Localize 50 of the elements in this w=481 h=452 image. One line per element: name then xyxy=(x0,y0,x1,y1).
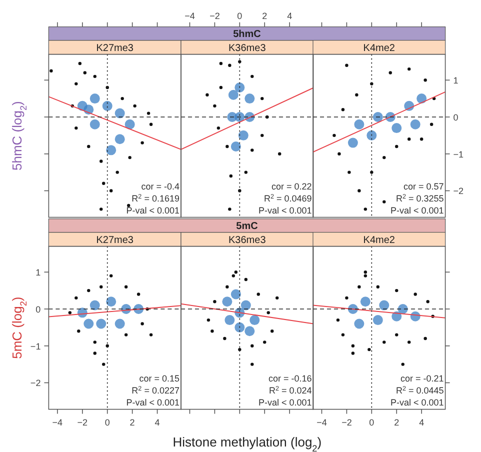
y-tick-label: 1 xyxy=(453,76,458,86)
y-tick-label: −2 xyxy=(453,186,464,196)
annotation: R$^{2}$ = 0.1619 xyxy=(132,192,180,204)
annotation: P-val < 0.001 xyxy=(390,205,444,216)
y-tick-label: 1 xyxy=(36,268,41,278)
x-axis-title: Histone methylation (log$_{2}$) xyxy=(172,434,322,452)
annotation: cor = 0.57 xyxy=(404,181,444,192)
annotation: P-val < 0.001 xyxy=(258,205,312,216)
x-tick-label: 0 xyxy=(237,10,242,21)
annotation: cor = 0.15 xyxy=(139,373,180,384)
y-tick-label: −1 xyxy=(453,149,464,160)
x-tick-label: −4 xyxy=(316,417,327,428)
x-tick-label: 0 xyxy=(104,417,110,428)
x-tick-label: 2 xyxy=(130,417,135,428)
annotation: P-val < 0.001 xyxy=(258,397,312,408)
x-tick-label: −2 xyxy=(342,417,352,428)
y-tick-label: −1 xyxy=(30,341,41,352)
annotation: P-val < 0.001 xyxy=(126,397,180,408)
chart-subtitle: 5hmC xyxy=(233,28,261,40)
annotation: cor = -0.4 xyxy=(141,181,180,192)
y-tick-label: 0 xyxy=(453,112,458,122)
x-tick-label: −2 xyxy=(210,10,220,21)
chart-subtitle: 5mC xyxy=(236,220,258,232)
x-tick-label: 2 xyxy=(262,10,268,21)
annotation: cor = -0.16 xyxy=(268,373,312,384)
y-tick-label: 0 xyxy=(36,304,41,314)
x-tick-label: 4 xyxy=(154,417,160,428)
chart-title: K36me3 xyxy=(228,234,266,246)
x-tick-label: 2 xyxy=(394,417,400,428)
chart-title: K4me2 xyxy=(363,42,396,54)
annotation: cor = -0.21 xyxy=(400,373,444,384)
chart-title: K27me3 xyxy=(96,42,134,54)
annotation: R$^{2}$ = 0.0469 xyxy=(264,192,312,204)
annotation: R$^{2}$ = 0.3255 xyxy=(396,192,444,204)
x-tick-label: −2 xyxy=(77,417,88,428)
annotation: R$^{2}$ = 0.024 xyxy=(269,384,312,396)
chart-title: K27me3 xyxy=(96,234,134,246)
annotation: cor = 0.22 xyxy=(272,181,312,192)
chart-title: K36me3 xyxy=(228,42,266,54)
x-tick-label: −4 xyxy=(184,10,195,21)
annotation: P-val < 0.001 xyxy=(126,205,180,216)
annotation: P-val < 0.001 xyxy=(390,397,444,408)
x-tick-label: 4 xyxy=(287,10,292,21)
x-tick-label: 0 xyxy=(369,417,374,428)
x-tick-label: −4 xyxy=(52,417,63,428)
annotation: R$^{2}$ = 0.0227 xyxy=(132,384,180,396)
chart-title: K4me2 xyxy=(363,234,396,246)
y-tick-label: −2 xyxy=(30,378,41,388)
x-tick-label: 4 xyxy=(419,417,424,428)
annotation: R$^{2}$ = 0.0445 xyxy=(396,384,444,396)
